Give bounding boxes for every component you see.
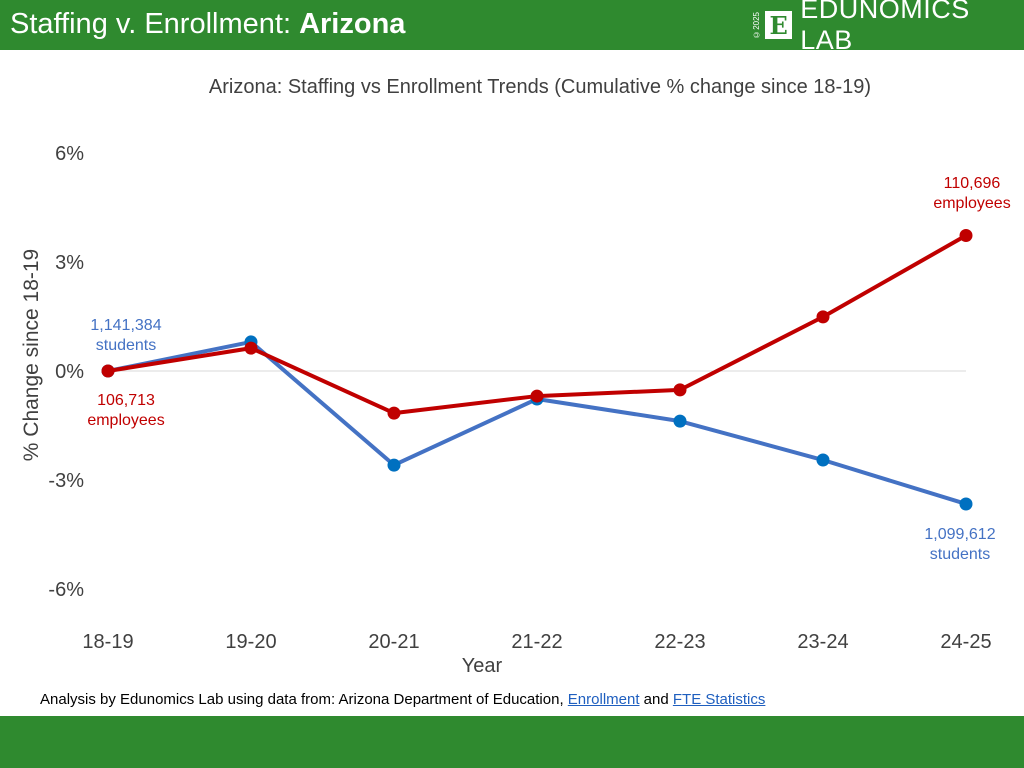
x-tick-label: 20-21 — [368, 631, 419, 653]
x-tick-label: 22-23 — [654, 631, 705, 653]
x-axis-label: Year — [462, 655, 503, 677]
x-tick-label: 24-25 — [940, 631, 991, 653]
fte-statistics-link[interactable]: FTE Statistics — [672, 691, 766, 708]
enrollment-point — [387, 458, 401, 472]
enrollment-link[interactable]: Enrollment — [567, 691, 640, 708]
edunomics-logo: ©2025 E EDUNOMICS LAB — [752, 0, 1024, 55]
x-tick-label: 23-24 — [797, 631, 848, 653]
staffing-data-label: employees — [933, 195, 1010, 212]
y-tick-label: -3% — [48, 470, 84, 492]
staffing-point — [816, 310, 830, 324]
footer-bar — [0, 716, 1024, 768]
enrollment-line — [107, 339, 967, 506]
x-tick-label: 18-19 — [82, 631, 133, 653]
enrollment-point — [959, 497, 973, 511]
enrollment-point — [816, 453, 830, 467]
staffing-point — [673, 383, 687, 397]
enrollment-data-label: students — [96, 337, 156, 354]
chart-title: Arizona: Staffing vs Enrollment Trends (… — [209, 76, 871, 98]
y-tick-label: 3% — [55, 252, 84, 274]
staffing-point — [244, 341, 258, 355]
page-title: Staffing v. Enrollment: Arizona — [10, 8, 406, 40]
staffing-point — [959, 228, 973, 242]
staffing-point — [387, 406, 401, 420]
source-note: Analysis by Edunomics Lab using data fro… — [40, 691, 766, 708]
y-tick-label: 0% — [55, 361, 84, 383]
y-axis-label: % Change since 18-19 — [20, 249, 43, 461]
x-tick-label: 19-20 — [225, 631, 276, 653]
enrollment-data-label: students — [930, 546, 990, 563]
staffing-point — [530, 389, 544, 403]
staffing-point — [101, 364, 115, 378]
staffing-data-label: employees — [87, 412, 164, 429]
y-tick-label: -6% — [48, 579, 84, 601]
staffing-data-label: 110,696 — [944, 175, 1001, 192]
y-tick-label: 6% — [55, 143, 84, 165]
line-chart: Arizona: Staffing vs Enrollment Trends (… — [20, 76, 1011, 677]
enrollment-point — [673, 414, 687, 428]
header-bar: Staffing v. Enrollment: Arizona ©2025 E … — [0, 0, 1024, 55]
staffing-data-label: 106,713 — [97, 392, 155, 409]
enrollment-data-label: 1,099,612 — [924, 526, 995, 543]
enrollment-data-label: 1,141,384 — [90, 317, 161, 334]
staffing-line — [107, 233, 967, 416]
x-tick-label: 21-22 — [511, 631, 562, 653]
logo-mark: E — [765, 11, 793, 40]
logo-name: EDUNOMICS LAB — [800, 0, 970, 55]
